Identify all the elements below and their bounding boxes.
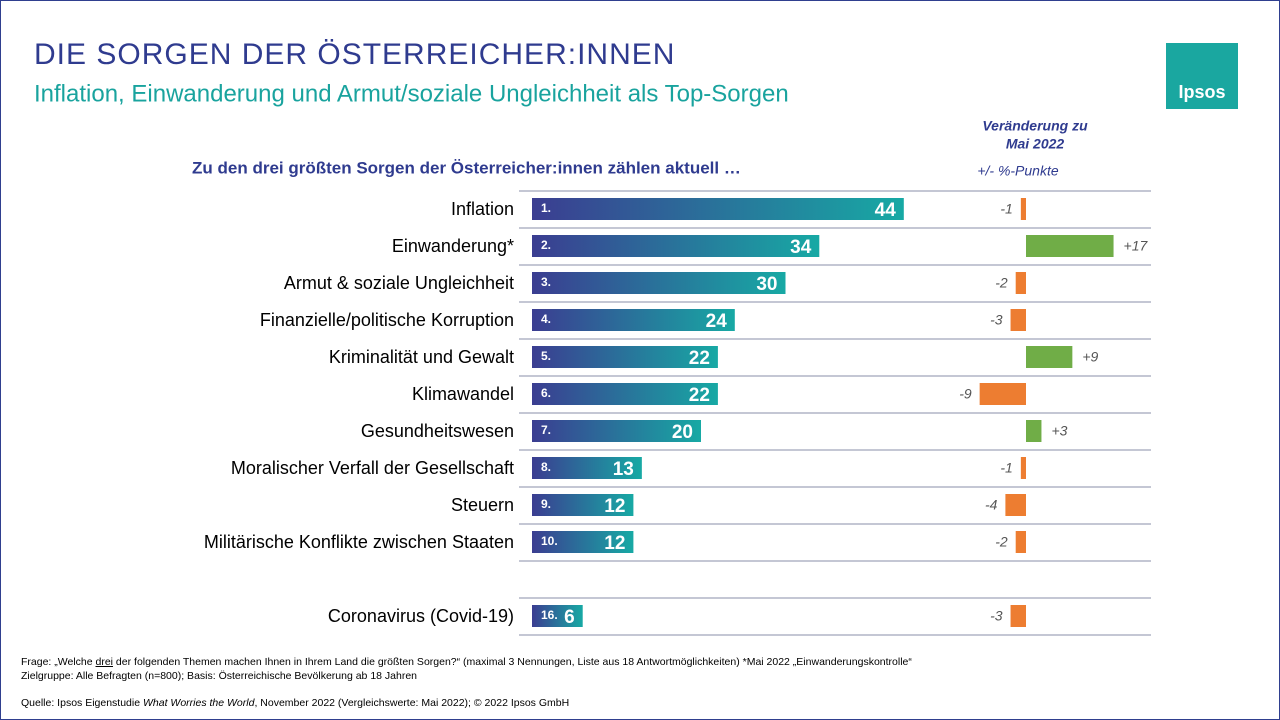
- rank-label: 9.: [541, 497, 551, 511]
- text: , November 2022 (Vergleichswerte: Mai 20…: [254, 697, 570, 709]
- change-label: +3: [1051, 423, 1067, 439]
- value-label: 13: [613, 459, 634, 480]
- value-label: 22: [689, 385, 710, 406]
- change-bar: [1015, 531, 1026, 553]
- category-label: Moralischer Verfall der Gesellschaft: [231, 458, 514, 478]
- category-label: Einwanderung*: [392, 236, 514, 256]
- rank-label: 8.: [541, 460, 551, 474]
- bar: [532, 457, 642, 479]
- change-bar: [1026, 346, 1073, 368]
- category-label: Inflation: [451, 199, 514, 219]
- change-bar: [1026, 420, 1042, 442]
- change-label: +17: [1124, 238, 1149, 254]
- category-label: Finanzielle/politische Korruption: [260, 310, 514, 330]
- value-label: 34: [790, 237, 812, 258]
- change-bar: [1020, 198, 1026, 220]
- change-label: -9: [959, 386, 972, 402]
- value-label: 12: [604, 533, 625, 554]
- category-label: Militärische Konflikte zwischen Staaten: [204, 532, 514, 552]
- rank-label: 10.: [541, 534, 558, 548]
- change-bar: [1010, 309, 1026, 331]
- rank-label: 4.: [541, 312, 551, 326]
- change-label: +9: [1082, 349, 1098, 365]
- change-label: -3: [990, 312, 1003, 328]
- value-label: 30: [756, 274, 777, 295]
- change-bar: [1020, 457, 1026, 479]
- change-header: Veränderung zu: [982, 118, 1088, 134]
- footnote: Frage: „Welche drei der folgenden Themen…: [21, 656, 912, 668]
- value-label: 20: [672, 422, 693, 443]
- bar: [532, 235, 820, 257]
- rank-label: 3.: [541, 275, 551, 289]
- rank-label: 6.: [541, 386, 551, 400]
- bar: [532, 531, 634, 553]
- text: drei: [95, 656, 114, 668]
- bar: [532, 309, 735, 331]
- change-label: -2: [995, 534, 1008, 550]
- change-label: -3: [990, 608, 1003, 624]
- text: What Worries the World: [143, 697, 255, 709]
- question-header: Zu den drei größten Sorgen der Österreic…: [192, 158, 741, 177]
- rank-label: 2.: [541, 238, 551, 252]
- value-label: 6: [564, 607, 575, 628]
- bar: [532, 420, 701, 442]
- change-bar: [1005, 494, 1026, 516]
- rank-label: 1.: [541, 201, 551, 215]
- category-label: Coronavirus (Covid-19): [328, 606, 514, 626]
- text: Frage: „Welche: [21, 656, 96, 668]
- change-label: -4: [985, 497, 998, 513]
- rank-label: 5.: [541, 349, 551, 363]
- footnote: Quelle: Ipsos Eigenstudie What Worries t…: [21, 697, 569, 709]
- subtitle: Inflation, Einwanderung und Armut/sozial…: [34, 80, 789, 107]
- rank-label: 7.: [541, 423, 551, 437]
- bar: [532, 605, 583, 627]
- logo: Ipsos: [1178, 82, 1225, 102]
- change-bar: [979, 383, 1026, 405]
- change-label: -2: [995, 275, 1008, 291]
- text: der folgenden Themen machen Ihnen in Ihr…: [113, 656, 912, 668]
- value-label: 24: [706, 311, 728, 332]
- change-bar: [1010, 605, 1026, 627]
- category-label: Armut & soziale Ungleichheit: [284, 273, 514, 293]
- bar: [532, 198, 904, 220]
- logo-box: [1166, 43, 1238, 109]
- title: DIE SORGEN DER ÖSTERREICHER:INNEN: [34, 38, 675, 71]
- bar: [532, 346, 718, 368]
- change-label: -1: [1000, 201, 1012, 217]
- text: Quelle: Ipsos Eigenstudie: [21, 697, 143, 709]
- change-label: -1: [1000, 460, 1012, 476]
- bar: [532, 272, 786, 294]
- category-label: Steuern: [451, 495, 514, 515]
- rank-label: 16.: [541, 608, 558, 622]
- change-bar: [1015, 272, 1026, 294]
- category-label: Gesundheitswesen: [361, 421, 514, 441]
- value-label: 12: [604, 496, 625, 517]
- change-unit: +/- %-Punkte: [977, 163, 1059, 179]
- change-header: Mai 2022: [1006, 136, 1065, 152]
- footnote: Zielgruppe: Alle Befragten (n=800); Basi…: [21, 670, 418, 682]
- category-label: Kriminalität und Gewalt: [329, 347, 514, 367]
- value-label: 22: [689, 348, 710, 369]
- bar: [532, 383, 718, 405]
- change-bar: [1026, 235, 1114, 257]
- value-label: 44: [875, 200, 897, 221]
- bar: [532, 494, 634, 516]
- category-label: Klimawandel: [412, 384, 514, 404]
